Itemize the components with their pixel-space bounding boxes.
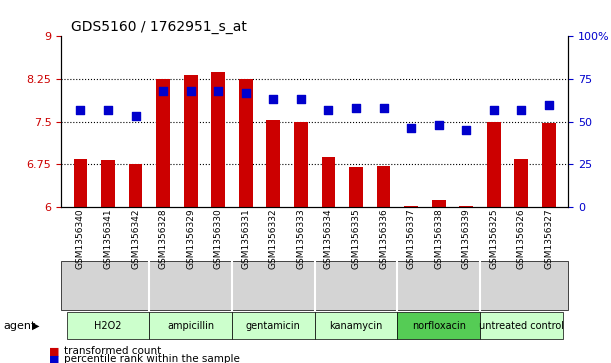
Point — [461, 127, 471, 133]
Text: ■: ■ — [49, 354, 59, 363]
Text: percentile rank within the sample: percentile rank within the sample — [64, 354, 240, 363]
Text: agent: agent — [3, 321, 35, 331]
Bar — [184, 75, 197, 207]
Point — [296, 97, 306, 102]
Bar — [542, 123, 556, 207]
Bar — [459, 206, 473, 207]
Point — [131, 114, 141, 119]
Point — [158, 88, 168, 94]
Bar — [101, 160, 115, 207]
Text: GDS5160 / 1762951_s_at: GDS5160 / 1762951_s_at — [71, 20, 247, 34]
Bar — [266, 121, 280, 207]
Bar — [487, 122, 500, 207]
Bar — [514, 159, 529, 207]
Point — [76, 107, 86, 113]
Point — [379, 105, 389, 111]
Point — [186, 88, 196, 94]
Point — [268, 97, 278, 102]
Text: H2O2: H2O2 — [94, 321, 122, 331]
Bar — [211, 72, 225, 207]
Text: ampicillin: ampicillin — [167, 321, 214, 331]
Text: untreated control: untreated control — [479, 321, 564, 331]
Bar — [432, 200, 445, 207]
Point — [351, 105, 361, 111]
Text: norfloxacin: norfloxacin — [412, 321, 466, 331]
Text: kanamycin: kanamycin — [329, 321, 382, 331]
Point — [406, 126, 416, 131]
Bar — [156, 79, 170, 207]
Point — [241, 90, 251, 95]
Bar — [239, 79, 253, 207]
Point — [213, 88, 223, 94]
Text: transformed count: transformed count — [64, 346, 161, 356]
Bar — [129, 164, 142, 207]
Point — [434, 122, 444, 128]
Point — [544, 102, 554, 107]
Point — [489, 107, 499, 113]
Bar — [294, 122, 308, 207]
Text: gentamicin: gentamicin — [246, 321, 301, 331]
Point — [103, 107, 113, 113]
Text: ▶: ▶ — [32, 321, 39, 331]
Bar — [376, 166, 390, 207]
Bar — [349, 167, 363, 207]
Point — [324, 107, 334, 113]
Bar — [73, 159, 87, 207]
Text: ■: ■ — [49, 346, 59, 356]
Point — [516, 107, 526, 113]
Bar — [404, 206, 418, 207]
Bar — [321, 157, 335, 207]
